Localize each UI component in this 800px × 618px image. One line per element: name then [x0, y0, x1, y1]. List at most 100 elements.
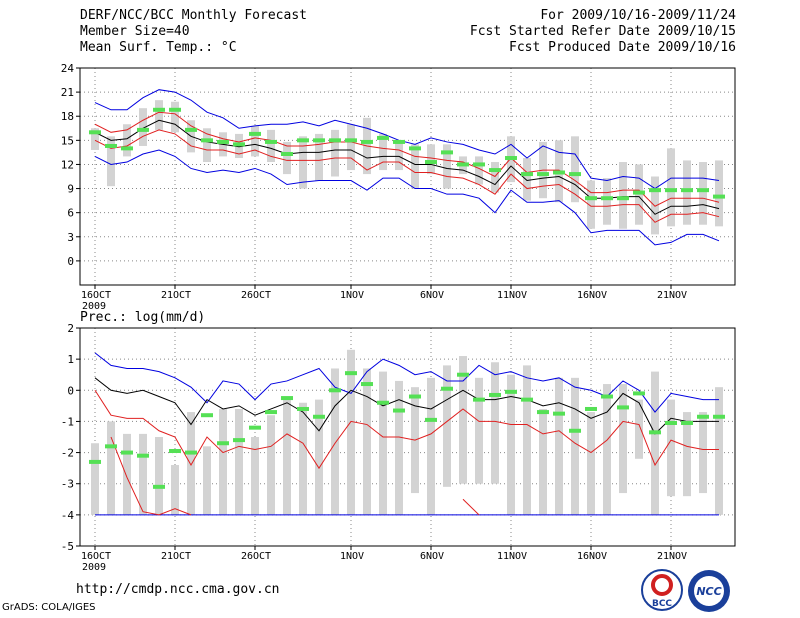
ensemble-box	[283, 396, 291, 515]
series-outer-upper	[94, 352, 719, 413]
ensemble-box	[699, 412, 707, 494]
ensemble-box	[107, 421, 115, 515]
ensemble-box	[203, 128, 211, 163]
median-marker	[137, 453, 149, 458]
chart-title: DERF/NCC/BCC Monthly Forecast	[80, 8, 307, 23]
median-marker	[281, 396, 293, 401]
x-tick-label: 16OCT	[81, 551, 111, 562]
series-outer-upper	[94, 89, 720, 190]
ensemble-box	[411, 144, 419, 189]
median-marker	[649, 430, 661, 435]
median-marker	[505, 389, 517, 394]
y-tick-label: -3	[61, 478, 74, 491]
median-marker	[665, 420, 677, 425]
ensemble-box	[267, 415, 275, 515]
median-marker	[361, 382, 373, 387]
median-marker	[473, 397, 485, 402]
x-tick-label: 26OCT	[241, 551, 271, 562]
forecast-produced: Fcst Produced Date 2009/10/16	[509, 40, 736, 55]
ensemble-box	[635, 164, 643, 225]
median-marker	[505, 156, 517, 161]
ensemble-box	[715, 387, 723, 515]
median-marker	[425, 160, 437, 165]
ncc-logo-text: NCC	[696, 585, 721, 598]
median-marker	[569, 172, 581, 177]
median-marker	[89, 130, 101, 135]
x-tick-label: 11NOV	[497, 551, 527, 562]
ensemble-box	[107, 136, 115, 187]
median-marker	[537, 172, 549, 177]
median-marker	[537, 410, 549, 415]
y-tick-label: 21	[61, 86, 74, 99]
ensemble-box	[315, 399, 323, 515]
panel-temperature: 0 3 6 9 12 15 18 21 24 16OCT 21OCT 26OCT 1NOV 6NOV 11N…	[61, 62, 736, 312]
x-tick-label: 6NOV	[420, 290, 444, 301]
forecast-period: For 2009/10/16-2009/11/24	[540, 8, 736, 23]
ensemble-box	[91, 128, 99, 150]
ensemble-box	[603, 178, 611, 225]
precip-panel-label: Prec.: log(mm/d)	[80, 310, 206, 325]
series-outer-lower	[94, 149, 720, 246]
ensemble-box	[251, 125, 259, 157]
x-tick-label: 1NOV	[340, 551, 364, 562]
y-tick-label: 1	[67, 353, 74, 366]
ensemble-box	[635, 399, 643, 459]
median-marker	[441, 150, 453, 155]
ensemble-box	[667, 399, 675, 497]
ensemble-box	[203, 446, 211, 515]
forecast-started: Fcst Started Refer Date 2009/10/15	[469, 24, 736, 39]
x-tick-label: 1NOV	[340, 290, 364, 301]
median-marker	[345, 138, 357, 143]
median-marker	[105, 143, 117, 148]
ensemble-box	[187, 412, 195, 515]
median-marker	[633, 190, 645, 195]
x-tick-label: 16NOV	[577, 290, 607, 301]
x-year-label: 2009	[82, 562, 106, 573]
y-tick-label: 15	[61, 134, 74, 147]
median-marker	[473, 162, 485, 167]
median-marker	[617, 196, 629, 201]
grads-credit: GrADS: COLA/IGES	[2, 602, 96, 613]
x-tick-label: 16NOV	[577, 551, 607, 562]
source-url[interactable]: http://cmdp.ncc.cma.gov.cn	[76, 582, 280, 597]
ncc-logo: NCC	[688, 570, 730, 612]
x-tick-label: 21OCT	[161, 290, 191, 301]
ensemble-box	[651, 176, 659, 235]
ensemble-box	[491, 362, 499, 484]
median-marker	[185, 450, 197, 455]
ensemble-box	[299, 402, 307, 515]
ensemble-box	[267, 129, 275, 163]
median-marker	[601, 394, 613, 399]
median-marker	[569, 428, 581, 433]
ensemble-box	[155, 437, 163, 515]
ensemble-box	[523, 365, 531, 515]
header-left: DERF/NCC/BCC Monthly Forecast Member Size…	[80, 8, 307, 56]
median-marker	[697, 188, 709, 193]
ensemble-box	[603, 384, 611, 515]
ensemble-box	[507, 374, 515, 515]
ensemble-box	[475, 156, 483, 185]
bcc-logo: BCC	[641, 569, 683, 611]
median-marker	[169, 449, 181, 454]
median-marker	[345, 371, 357, 376]
ensemble-box	[571, 377, 579, 515]
ensemble-box	[347, 124, 355, 171]
median-marker	[153, 107, 165, 112]
member-size: Member Size=40	[80, 24, 190, 39]
median-marker	[713, 194, 725, 199]
median-marker	[521, 397, 533, 402]
median-marker	[233, 438, 245, 443]
ensemble-box	[283, 141, 291, 175]
ensemble-box	[715, 160, 723, 227]
ensemble-box	[475, 377, 483, 484]
series-inner-lower	[94, 390, 719, 470]
y-tick-label: 0	[67, 384, 74, 397]
ensemble-box	[571, 136, 579, 203]
median-marker	[137, 127, 149, 132]
median-marker	[457, 372, 469, 377]
x-tick-label: 21NOV	[657, 551, 687, 562]
median-marker	[233, 142, 245, 147]
ensemble-box	[315, 133, 323, 181]
median-marker	[713, 414, 725, 419]
ensemble-box	[331, 129, 339, 177]
